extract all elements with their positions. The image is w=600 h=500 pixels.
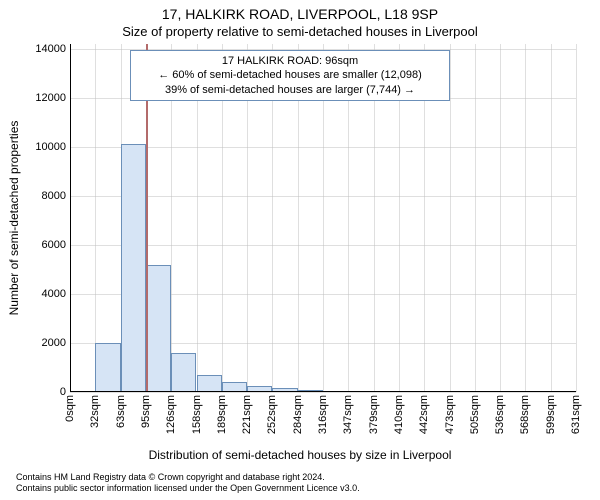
gridline-vertical [95, 44, 96, 392]
y-tick-label: 2000 [16, 337, 66, 349]
annotation-box: 17 HALKIRK ROAD: 96sqm ← 60% of semi-det… [130, 50, 450, 101]
x-axis-line [70, 391, 576, 392]
chart-title-main: 17, HALKIRK ROAD, LIVERPOOL, L18 9SP [0, 6, 600, 22]
x-tick-label: 631sqm [570, 395, 582, 434]
annotation-line-2: ← 60% of semi-detached houses are smalle… [137, 68, 443, 82]
footer-line-1: Contains HM Land Registry data © Crown c… [16, 472, 360, 483]
histogram-bar [146, 265, 171, 392]
x-tick-label: 536sqm [494, 395, 506, 434]
histogram-bar [171, 353, 196, 392]
y-tick-label: 14000 [16, 43, 66, 55]
x-tick-label: 0sqm [64, 395, 76, 422]
x-tick-label: 379sqm [368, 395, 380, 434]
footer-line-2: Contains public sector information licen… [16, 483, 360, 494]
y-tick-label: 10000 [16, 141, 66, 153]
y-tick-label: 8000 [16, 190, 66, 202]
histogram-bar [197, 375, 222, 392]
gridline-vertical [475, 44, 476, 392]
gridline-vertical [551, 44, 552, 392]
gridline-vertical [576, 44, 577, 392]
x-tick-label: 505sqm [469, 395, 481, 434]
y-tick-label: 12000 [16, 92, 66, 104]
histogram-bar [121, 144, 146, 392]
x-tick-label: 599sqm [545, 395, 557, 434]
gridline-horizontal [70, 392, 576, 393]
x-tick-label: 568sqm [519, 395, 531, 434]
x-tick-label: 189sqm [216, 395, 228, 434]
annotation-line-1: 17 HALKIRK ROAD: 96sqm [137, 54, 443, 68]
y-axis-line [70, 44, 71, 392]
x-tick-label: 442sqm [418, 395, 430, 434]
annotation-line-3: 39% of semi-detached houses are larger (… [137, 83, 443, 97]
x-tick-label: 63sqm [115, 395, 127, 428]
x-tick-label: 32sqm [89, 395, 101, 428]
y-tick-label: 6000 [16, 239, 66, 251]
figure: 17, HALKIRK ROAD, LIVERPOOL, L18 9SP Siz… [0, 0, 600, 500]
x-tick-label: 347sqm [342, 395, 354, 434]
x-tick-label: 221sqm [241, 395, 253, 434]
y-tick-label: 4000 [16, 288, 66, 300]
x-axis-label: Distribution of semi-detached houses by … [0, 448, 600, 462]
x-tick-label: 252sqm [266, 395, 278, 434]
x-tick-label: 473sqm [444, 395, 456, 434]
x-tick-label: 316sqm [317, 395, 329, 434]
x-tick-label: 158sqm [191, 395, 203, 434]
x-tick-label: 410sqm [393, 395, 405, 434]
gridline-vertical [525, 44, 526, 392]
x-tick-label: 126sqm [165, 395, 177, 434]
chart-title-sub: Size of property relative to semi-detach… [0, 24, 600, 39]
x-tick-label: 95sqm [140, 395, 152, 428]
x-tick-label: 284sqm [292, 395, 304, 434]
histogram-bar [95, 343, 120, 392]
footer-attribution: Contains HM Land Registry data © Crown c… [16, 472, 360, 495]
y-tick-label: 0 [16, 386, 66, 398]
gridline-vertical [500, 44, 501, 392]
